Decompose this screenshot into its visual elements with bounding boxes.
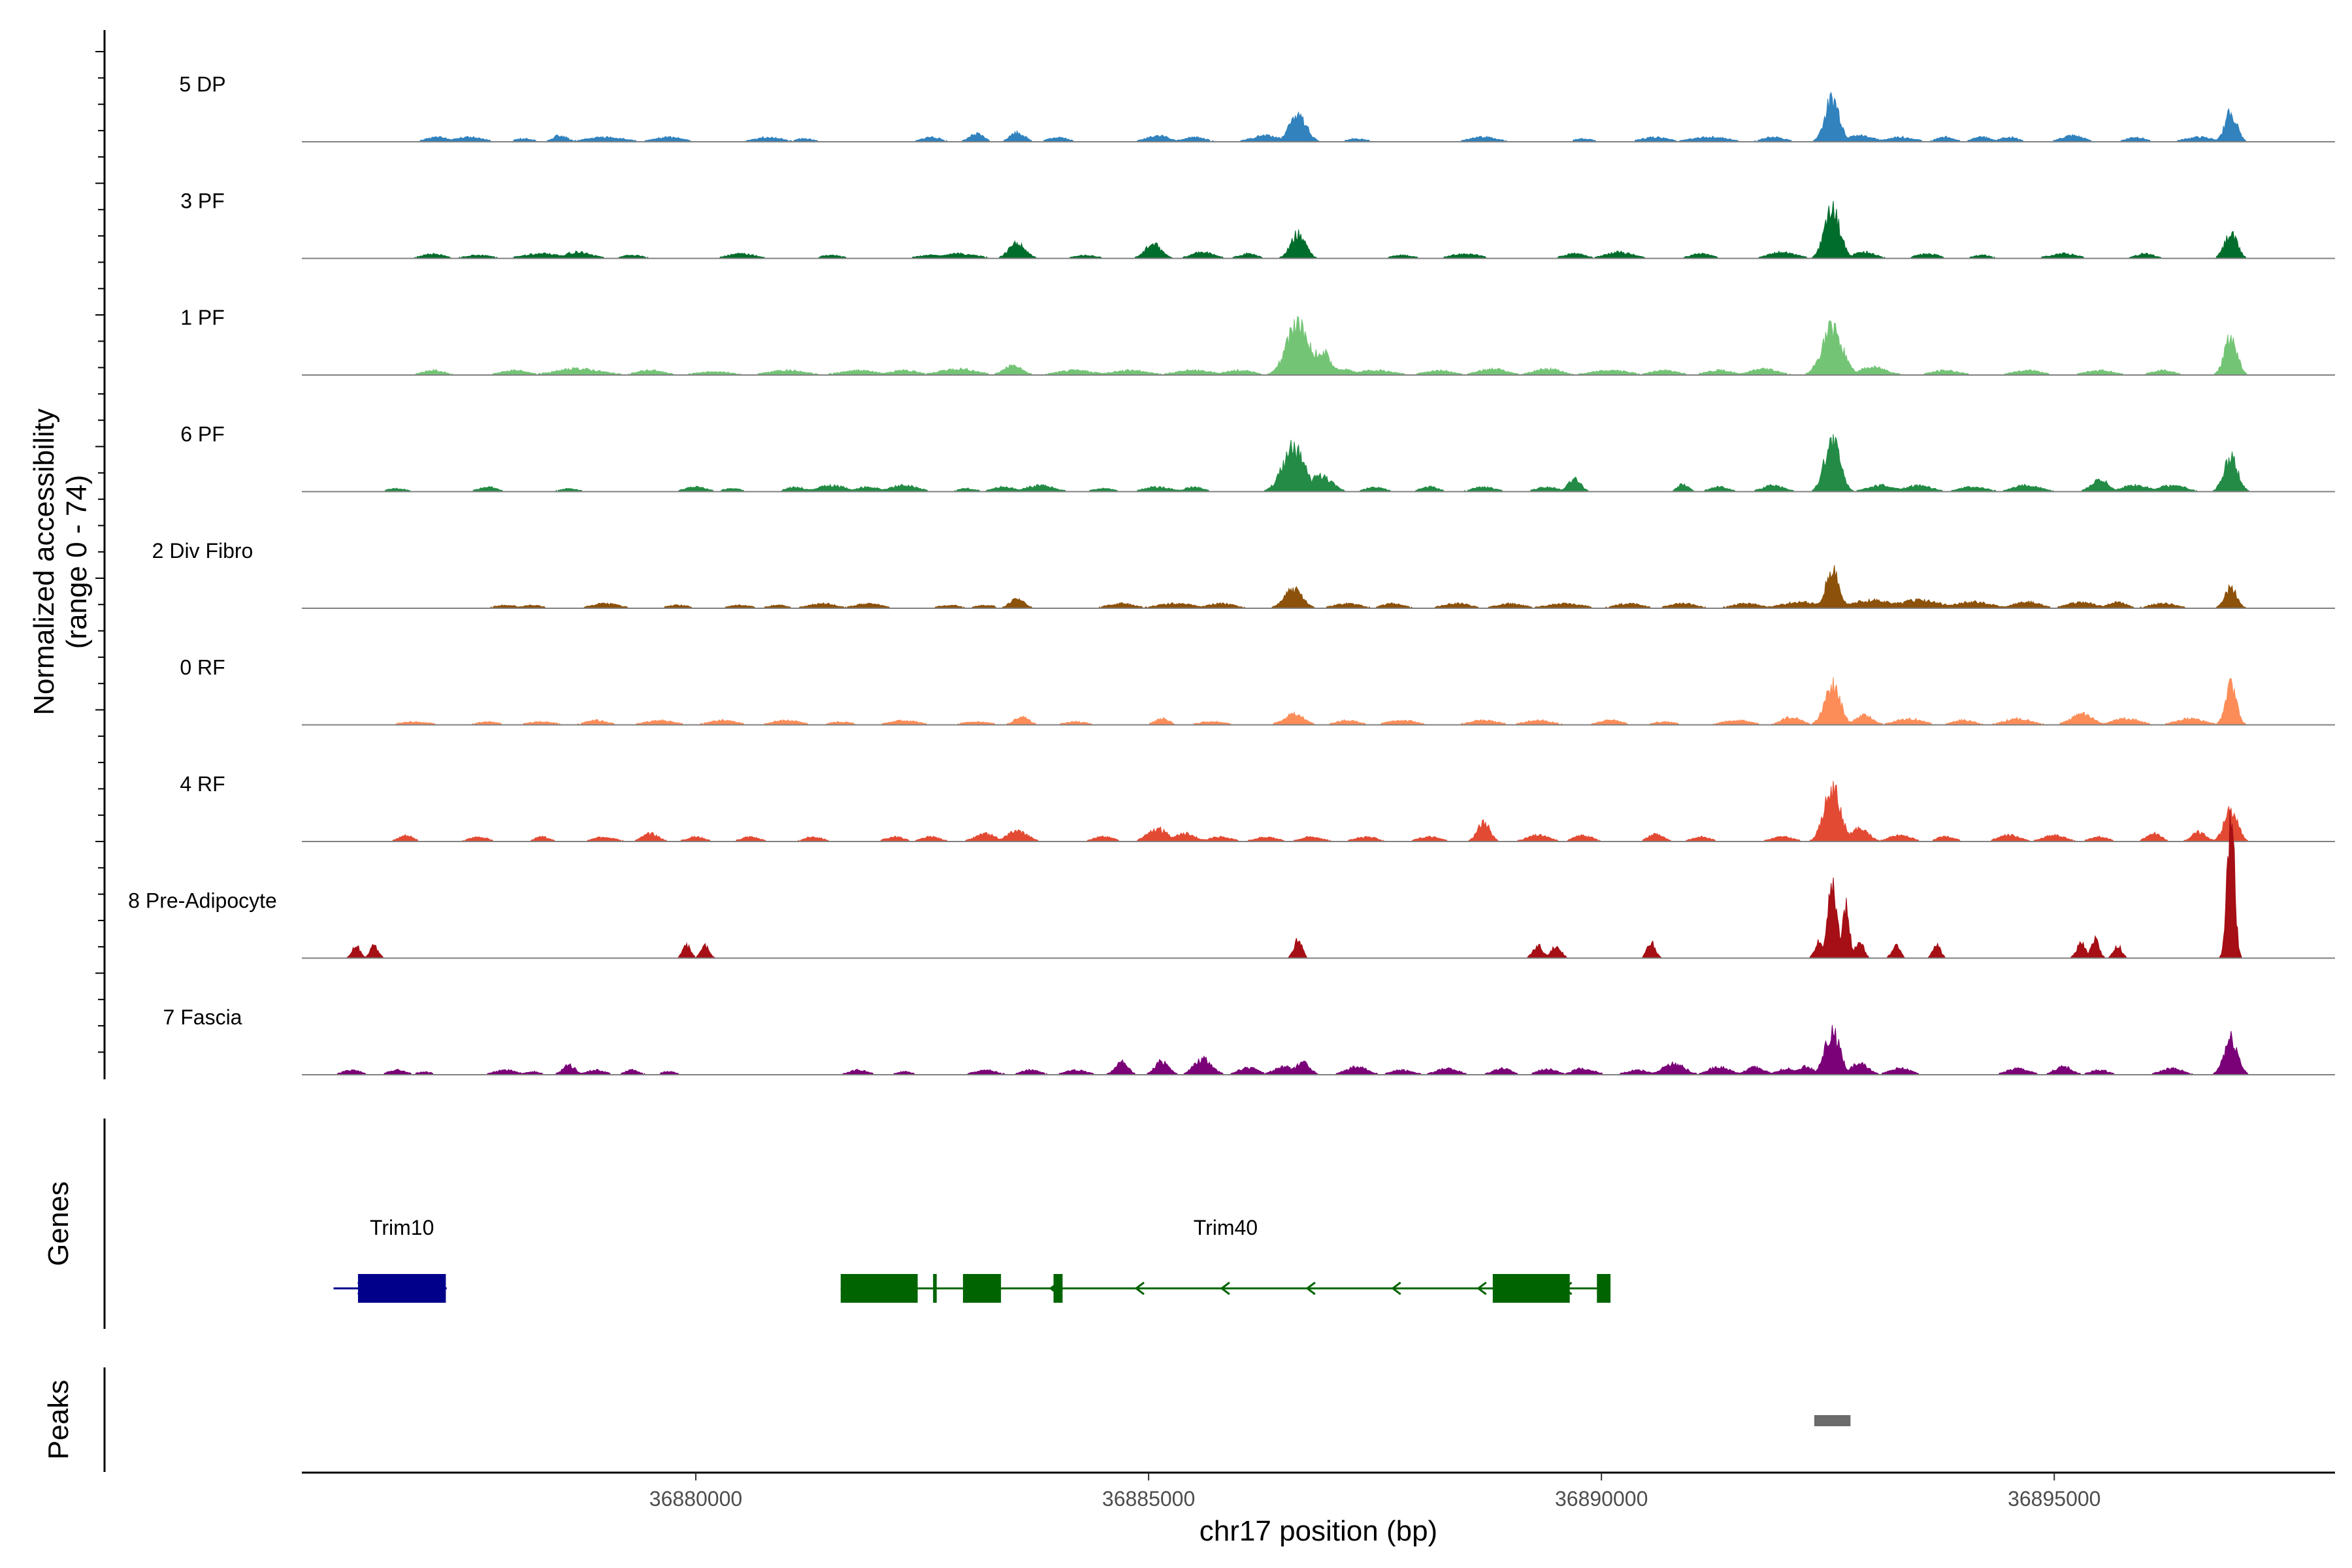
- gene-trim40: Trim40: [840, 1216, 1611, 1303]
- x-tick-label: 36895000: [2008, 1487, 2100, 1511]
- coverage-area: [333, 316, 2263, 376]
- genes-panel-title: Genes: [42, 1181, 74, 1266]
- strand-arrow: [1391, 1281, 1401, 1296]
- exon: [962, 1274, 1002, 1303]
- track-label: 2 Div Fibro: [152, 539, 253, 563]
- gene-label: Trim40: [1194, 1216, 1258, 1239]
- track-label: 0 RF: [180, 656, 225, 679]
- track-5-dp: 5 DP: [179, 73, 2335, 142]
- exon: [933, 1274, 937, 1303]
- exon: [357, 1274, 446, 1303]
- coverage-area: [333, 434, 2263, 493]
- track-6-pf: 6 PF: [180, 423, 2335, 493]
- peaks-panel-title: Peaks: [42, 1380, 74, 1460]
- coverage-area: [333, 91, 2263, 142]
- x-tick-label: 36890000: [1555, 1487, 1648, 1511]
- track-3-pf: 3 PF: [180, 189, 2335, 259]
- coverage-tracks: 5 DP 3 PF 1 PF 6 PF 2 Div Fibro 0 RF 4 RF 8 Pre…: [128, 73, 2335, 1076]
- exon: [840, 1274, 918, 1303]
- track-1-pf: 1 PF: [180, 306, 2335, 376]
- exon: [1597, 1274, 1611, 1303]
- coverage-area: [333, 565, 2263, 609]
- x-axis-title: chr17 position (bp): [1200, 1515, 1437, 1547]
- track-8-pre-adipocyte: 8 Pre-Adipocyte: [128, 809, 2335, 959]
- track-0-rf: 0 RF: [180, 656, 2335, 726]
- track-7-fascia: 7 Fascia: [163, 1005, 2335, 1076]
- strand-arrow: [1220, 1281, 1230, 1296]
- coverage-area: [333, 809, 2249, 959]
- track-label: 4 RF: [180, 772, 225, 796]
- track-label: 3 PF: [180, 189, 225, 213]
- x-axis-ticks: 36880000 36885000 36890000 36895000: [649, 1473, 2100, 1511]
- track-label: 1 PF: [180, 306, 225, 329]
- peak-track: [1814, 1415, 1851, 1426]
- track-label: 5 DP: [179, 73, 225, 96]
- strand-arrow: [1134, 1281, 1145, 1296]
- coverage-area: [333, 201, 2263, 259]
- track-2-div-fibro: 2 Div Fibro: [152, 539, 2335, 609]
- track-label: 6 PF: [180, 423, 225, 446]
- gene-track: Trim10 Trim40: [333, 1216, 1611, 1303]
- coverage-area: [333, 781, 2249, 842]
- coverage-area: [333, 1024, 2249, 1076]
- y-axis-title: Normalized accessibility (range 0 - 74): [28, 408, 93, 715]
- strand-arrow: [1477, 1281, 1487, 1296]
- y-axis-title-line2: (range 0 - 74): [61, 475, 93, 649]
- gene-trim10: Trim10: [333, 1216, 447, 1303]
- coverage-y-axis-ticks: [95, 51, 105, 1053]
- x-tick-label: 36885000: [1102, 1487, 1195, 1511]
- track-label: 7 Fascia: [163, 1005, 242, 1029]
- peak-region: [1814, 1415, 1851, 1426]
- strand-arrow: [1305, 1281, 1316, 1296]
- track-4-rf: 4 RF: [180, 772, 2335, 842]
- coverage-area: [333, 677, 2263, 726]
- x-tick-label: 36880000: [649, 1487, 742, 1511]
- gene-label: Trim10: [370, 1216, 434, 1239]
- exon: [1492, 1274, 1570, 1303]
- track-label: 8 Pre-Adipocyte: [128, 889, 277, 913]
- exon: [1053, 1274, 1063, 1303]
- y-axis-title-line1: Normalized accessibility: [28, 408, 60, 715]
